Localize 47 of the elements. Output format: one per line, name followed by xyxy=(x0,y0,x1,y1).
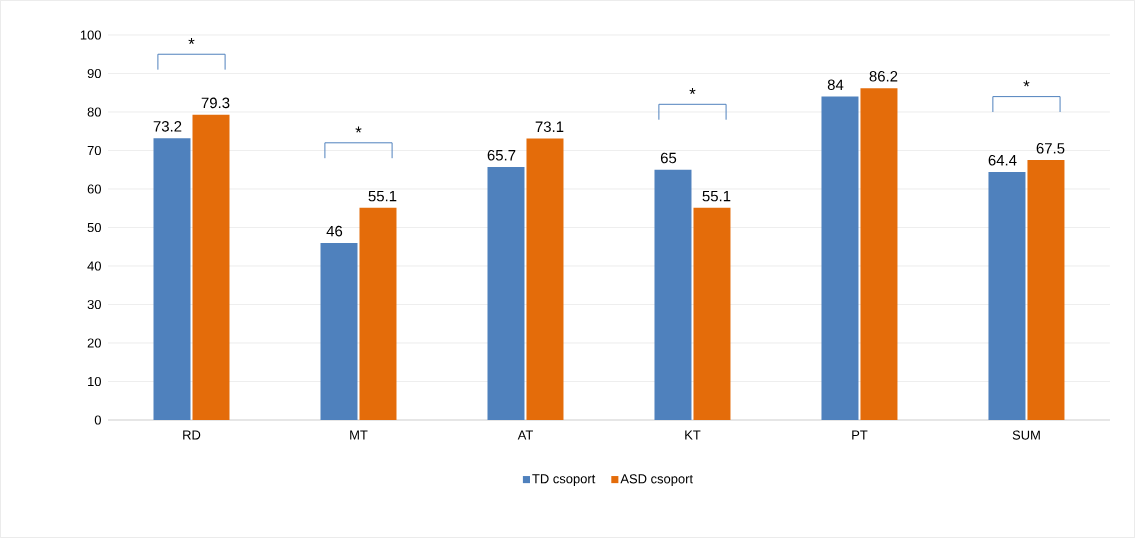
annotation: * xyxy=(355,126,362,133)
data-label: 55.1 xyxy=(702,190,731,202)
data-label: 86.2 xyxy=(869,71,898,82)
x-tick-label: RD xyxy=(183,430,201,440)
data-label: 73.2 xyxy=(153,121,182,132)
x-tick-label: MT xyxy=(350,430,368,440)
x-tick-label: AT xyxy=(517,430,533,440)
annotation: * xyxy=(1023,80,1030,87)
bar xyxy=(1027,160,1065,420)
bar xyxy=(320,242,358,420)
bar xyxy=(860,88,898,420)
y-tick-label: 80 xyxy=(87,107,101,117)
bar xyxy=(821,96,859,420)
data-label: 67.5 xyxy=(1036,143,1065,154)
bar xyxy=(487,167,525,420)
bar xyxy=(654,169,692,420)
annotation: * xyxy=(689,88,696,95)
data-label: 46 xyxy=(326,225,343,237)
data-label: 84 xyxy=(827,79,844,91)
data-label: 65 xyxy=(660,152,677,164)
y-tick-label: 0 xyxy=(94,415,101,425)
annotation: * xyxy=(188,38,195,45)
bar xyxy=(526,138,564,420)
data-label: 55.1 xyxy=(368,190,397,202)
y-tick-label: 90 xyxy=(87,68,101,79)
x-tick-label: SUM xyxy=(1012,430,1040,440)
data-label: 65.7 xyxy=(487,149,516,161)
x-tick-label: KT xyxy=(685,430,701,440)
bar xyxy=(359,207,397,420)
y-tick-label: 10 xyxy=(88,376,101,387)
x-tick-label: PT xyxy=(852,430,868,440)
bar xyxy=(192,114,230,420)
y-tick-label: 20 xyxy=(87,338,101,348)
legend-label: ASD csoport xyxy=(620,474,693,486)
bar xyxy=(693,207,731,420)
y-tick-label: 100 xyxy=(80,30,101,40)
bar xyxy=(988,172,1026,420)
y-tick-label: 60 xyxy=(87,184,101,194)
y-tick-label: 40 xyxy=(87,261,101,271)
bar xyxy=(153,138,191,420)
y-tick-label: 70 xyxy=(87,145,101,156)
y-tick-label: 50 xyxy=(87,222,101,233)
y-tick-label: 30 xyxy=(87,299,101,310)
data-label: 79.3 xyxy=(201,97,230,109)
legend-label: TD csoport xyxy=(532,474,596,486)
data-label: 64.4 xyxy=(988,154,1017,166)
data-label: 73.1 xyxy=(535,121,564,133)
